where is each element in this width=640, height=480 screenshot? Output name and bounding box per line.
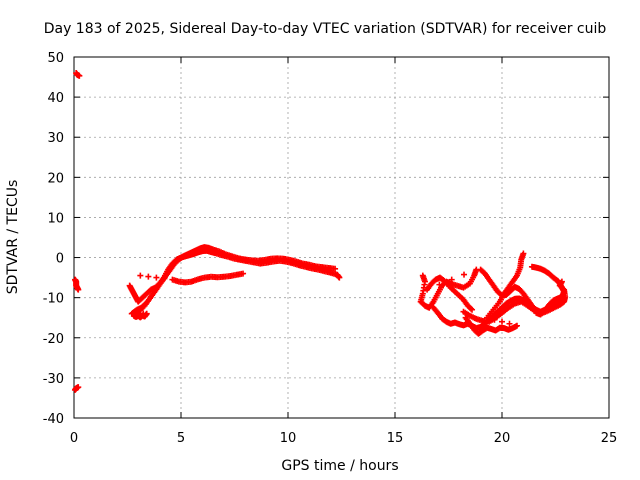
- y-tick-label: -30: [43, 372, 64, 387]
- data-point-marker: [76, 72, 83, 79]
- data-point-marker: [469, 306, 476, 313]
- data-point-marker: [141, 301, 148, 308]
- y-tick-label: 40: [47, 91, 64, 106]
- axis-ticks: 0 5 10 15 20 25 -40 -30 -20 -10 0 10 20 30 40 50: [43, 51, 618, 446]
- data-point-marker: [75, 384, 82, 391]
- y-tick-label: -40: [43, 412, 64, 427]
- series-arc-flat-secondary: [137, 270, 247, 286]
- data-point-marker: [75, 286, 82, 293]
- y-tick-label: -10: [43, 292, 64, 307]
- x-tick-label: 20: [494, 431, 511, 446]
- data-point-marker: [336, 274, 343, 281]
- x-tick-label: 0: [70, 431, 78, 446]
- y-tick-label: 0: [56, 252, 64, 267]
- series-arc-main-lower: [126, 247, 343, 305]
- x-axis-label: GPS time / hours: [281, 458, 398, 474]
- data-point-marker: [332, 265, 339, 272]
- series-cluster-left: [417, 266, 480, 313]
- data-point-marker: [137, 272, 144, 279]
- data-point-marker: [467, 305, 474, 312]
- data-point-marker: [506, 320, 513, 327]
- x-tick-label: 15: [387, 431, 404, 446]
- data-point-marker: [461, 271, 468, 278]
- series-cluster-loop-d: [460, 278, 569, 325]
- data-point-marker: [558, 278, 565, 285]
- series-edge-start-mid: [72, 276, 82, 293]
- y-tick-label: 10: [47, 211, 64, 226]
- data-point-marker: [448, 276, 455, 283]
- data-point-marker: [145, 273, 152, 280]
- series-edge-start-bottom: [72, 384, 82, 393]
- y-axis-label: SDTVAR / TECUs: [5, 180, 21, 295]
- data-point-marker: [153, 274, 160, 281]
- x-tick-label: 10: [280, 431, 297, 446]
- data-point-marker: [499, 318, 505, 325]
- series-cluster-loop-c: [477, 263, 568, 318]
- data-point-marker: [513, 322, 520, 329]
- x-tick-label: 25: [601, 431, 618, 446]
- data-point-marker: [520, 250, 527, 257]
- y-tick-label: -20: [43, 332, 64, 347]
- x-tick-label: 5: [177, 431, 185, 446]
- series-arc-start-cluster: [129, 300, 150, 321]
- data-point-marker: [240, 270, 247, 277]
- plot-frame: [73, 56, 610, 419]
- series-edge-start-top: [73, 70, 83, 79]
- y-tick-label: 30: [47, 131, 64, 146]
- data-point-marker: [436, 281, 443, 288]
- data-point-marker: [142, 300, 149, 307]
- chart-title: Day 183 of 2025, Sidereal Day-to-day VTE…: [44, 21, 607, 37]
- data-point-marker: [528, 263, 535, 270]
- series-cluster-loop-b: [462, 250, 527, 337]
- y-tick-label: 50: [47, 51, 64, 66]
- data-point-marker: [161, 275, 168, 282]
- grid-lines: [74, 57, 609, 418]
- data-points: [72, 70, 569, 393]
- y-tick-label: 20: [47, 171, 64, 186]
